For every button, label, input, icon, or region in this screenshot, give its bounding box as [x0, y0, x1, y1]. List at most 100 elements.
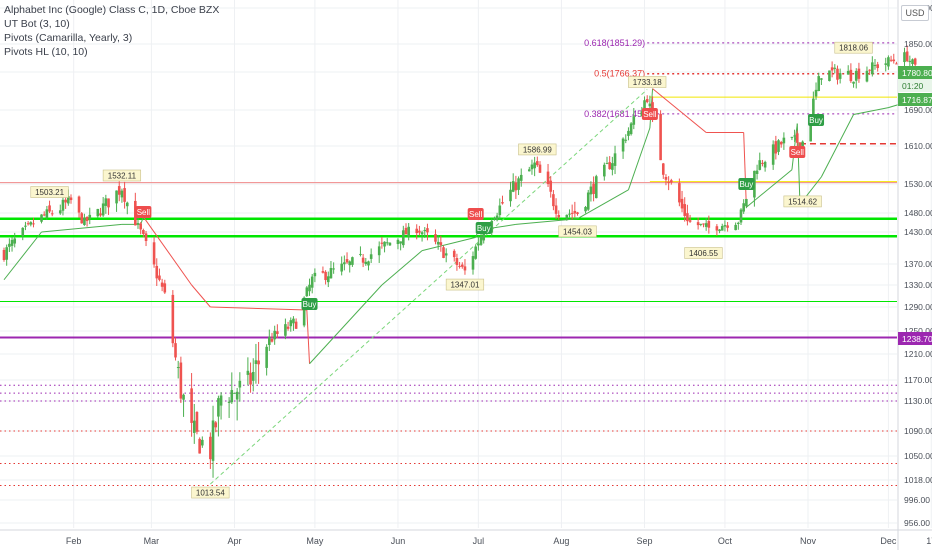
candle-body	[40, 214, 43, 222]
candle-body	[514, 182, 518, 191]
candle-body	[452, 250, 456, 258]
candle-body	[50, 213, 54, 215]
candle-body	[889, 59, 893, 61]
time-axis[interactable]: Feb Mar Apr May Jun Jul Aug Sep Oct Nov Dec 17	[0, 529, 932, 546]
trail-segment	[309, 284, 383, 365]
candle-body	[892, 59, 896, 62]
candle-body	[120, 190, 124, 198]
candle-body	[707, 221, 711, 228]
indicator-pivots-camarilla[interactable]: Pivots (Camarilla, Yearly, 3)	[4, 32, 133, 44]
candle-body	[865, 70, 869, 82]
candle-body	[777, 140, 780, 152]
pivot-levels: 0.618(1851.29) 0.5(1766.37) 0.382(1681.45)	[0, 38, 897, 486]
candle-body	[402, 230, 405, 246]
candle-body	[136, 223, 140, 225]
candle-body	[158, 275, 161, 280]
swing-label: 1733.18	[633, 78, 662, 87]
price-label: 1780.80	[902, 68, 932, 78]
candle-body	[857, 68, 861, 79]
candle-body	[640, 111, 644, 117]
candle-body	[798, 142, 802, 148]
candle-body	[755, 170, 759, 174]
candle-body	[474, 246, 477, 259]
candle-body	[340, 263, 343, 272]
candle-body	[190, 388, 193, 423]
candle-body	[530, 164, 534, 170]
candle-body	[895, 63, 898, 65]
candle-body	[345, 259, 349, 263]
candle-body	[254, 360, 258, 364]
indicator-ut-bot[interactable]: UT Bot (3, 10)	[4, 18, 70, 30]
candle-body	[576, 212, 579, 214]
y-tick-label: 1480.00	[904, 208, 932, 218]
candle-body	[201, 439, 204, 446]
candle-body	[771, 144, 775, 165]
candle-body	[270, 338, 274, 342]
price-axis[interactable]: 1890.001850.001770.001690.001610.001530.…	[897, 0, 932, 550]
swing-label: 1454.03	[563, 227, 592, 236]
x-tick-label: Aug	[553, 536, 569, 546]
candle-body	[479, 236, 483, 245]
candle-body	[911, 59, 914, 65]
candle-body	[876, 64, 879, 69]
candle-body	[8, 243, 11, 247]
candle-body	[621, 138, 625, 152]
y-tick-label: 1250.00	[904, 326, 932, 336]
trail-segment	[142, 216, 193, 286]
candle-body	[377, 246, 381, 256]
signal-label: Sell	[791, 148, 805, 157]
trail-segment	[577, 189, 629, 220]
candle-body	[720, 226, 724, 231]
candle-body	[533, 162, 536, 169]
candle-body	[761, 162, 764, 164]
candle-body	[549, 180, 553, 192]
swing-label-box	[628, 76, 667, 88]
price-label: 1238.70	[902, 334, 932, 344]
candle-body	[142, 230, 145, 234]
candle-body	[493, 218, 496, 220]
indicator-pivots-hl[interactable]: Pivots HL (10, 10)	[4, 46, 88, 58]
y-tick-label: 1430.00	[904, 227, 932, 237]
candle-body	[817, 76, 821, 91]
candle-body	[613, 153, 617, 166]
candle-body	[632, 116, 636, 125]
trail-segment	[3, 231, 42, 281]
x-tick-label: Feb	[66, 536, 82, 546]
y-tick-label: 956.00	[904, 518, 930, 528]
trail-segment	[652, 88, 707, 133]
currency-button[interactable]: USD	[901, 5, 929, 21]
candle-body	[471, 256, 475, 270]
candle-body	[321, 271, 325, 273]
candle-body	[351, 257, 354, 265]
candle-body	[249, 372, 252, 385]
chart-legend: Alphabet Inc (Google) Class C, 1D, Cboe …	[4, 3, 219, 59]
fib-label: 0.618(1851.29)	[584, 38, 645, 48]
candle-body	[661, 163, 665, 175]
candle-body	[455, 258, 459, 265]
candle-body	[439, 242, 443, 246]
candle-body	[734, 224, 737, 231]
price-label-box	[898, 332, 932, 345]
candle-body	[348, 261, 352, 266]
candle-body	[292, 318, 295, 324]
candle-body	[5, 247, 8, 260]
candle-body	[171, 294, 175, 344]
candle-body	[13, 238, 17, 244]
symbol-title[interactable]: Alphabet Inc (Google) Class C, 1D, Cboe …	[4, 4, 220, 16]
swing-label-box	[102, 169, 142, 182]
signal-badge	[135, 206, 152, 218]
candle-body	[324, 271, 327, 281]
candle-body	[460, 264, 464, 267]
swing-label-box	[30, 186, 69, 198]
candle-body	[554, 205, 558, 214]
candle-body	[273, 330, 276, 340]
grid	[0, 0, 932, 528]
candle-body	[763, 161, 767, 168]
candle-body	[209, 436, 212, 460]
candle-body	[838, 73, 842, 79]
candle-body	[812, 98, 815, 117]
candle-body	[758, 160, 762, 170]
candle-body	[195, 411, 199, 432]
